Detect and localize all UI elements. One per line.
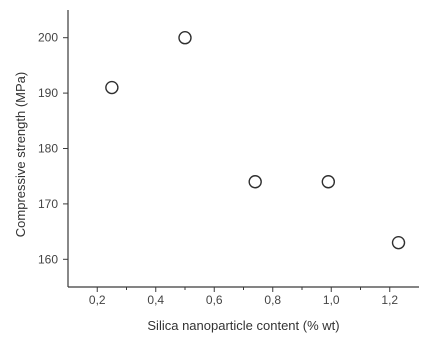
y-tick-label: 160 bbox=[38, 252, 58, 266]
x-axis-ticks: 0,2 0,4 0,6 0,8 1,0 1,2 bbox=[89, 287, 398, 307]
x-tick-label: 0,4 bbox=[147, 293, 164, 307]
data-point bbox=[321, 175, 336, 189]
x-tick-label: 0,6 bbox=[206, 293, 223, 307]
y-axis-ticks: 160 170 180 190 200 bbox=[38, 31, 68, 266]
data-point bbox=[105, 80, 119, 95]
x-axis-label: Silica nanoparticle content (% wt) bbox=[147, 318, 339, 333]
y-tick-label: 200 bbox=[38, 31, 58, 45]
data-point bbox=[391, 235, 406, 250]
data-point bbox=[178, 31, 192, 45]
x-tick-label: 1,0 bbox=[323, 293, 340, 307]
x-tick-label: 0,2 bbox=[89, 293, 106, 307]
data-point bbox=[248, 175, 262, 189]
y-axis-label: Compressive strength (MPa) bbox=[13, 72, 28, 237]
data-points bbox=[105, 31, 406, 250]
x-tick-label: 0,8 bbox=[264, 293, 281, 307]
y-tick-label: 180 bbox=[38, 142, 58, 156]
y-tick-label: 170 bbox=[38, 197, 58, 211]
x-tick-label: 1,2 bbox=[381, 293, 398, 307]
y-tick-label: 190 bbox=[38, 86, 58, 100]
plot-area: 0,2 0,4 0,6 0,8 1,0 1,2 160 170 180 190 200 bbox=[38, 10, 419, 307]
